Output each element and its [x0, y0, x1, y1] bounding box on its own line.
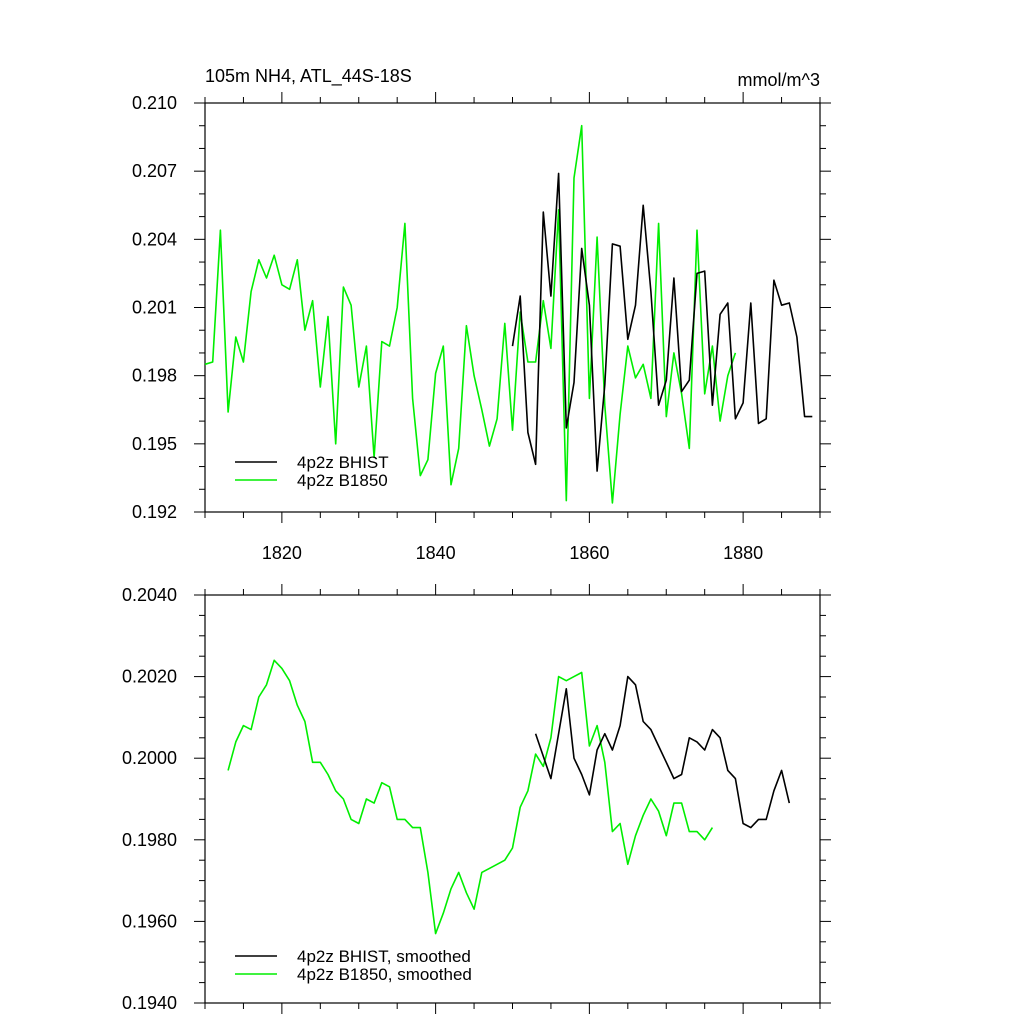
top-x-tick-label: 1880 — [723, 543, 763, 563]
bottom-series-b1850-line — [227, 659, 714, 935]
bottom-legend-label-b1850: 4p2z B1850, smoothed — [297, 965, 472, 984]
top-series-b1850-line — [204, 124, 737, 504]
top-x-tick-label: 1860 — [569, 543, 609, 563]
top-y-tick-label: 0.195 — [132, 434, 177, 454]
top-y-tick-label: 0.192 — [132, 502, 177, 522]
top-chart-title: 105m NH4, ATL_44S-18S — [205, 66, 412, 87]
top-panel: 105m NH4, ATL_44S-18S mmol/m^3 1820 1840 1… — [132, 66, 831, 563]
top-y-tick-label: 0.207 — [132, 161, 177, 181]
top-series-bhist-line — [511, 172, 813, 472]
bottom-y-tick-label: 0.2000 — [122, 748, 177, 768]
bottom-legend-label-bhist: 4p2z BHIST, smoothed — [297, 947, 471, 966]
top-y-tick-label: 0.204 — [132, 229, 177, 249]
bottom-y-tick-label: 0.2040 — [122, 585, 177, 605]
bottom-y-tick-label: 0.1960 — [122, 911, 177, 931]
bottom-plot-frame — [204, 594, 821, 1004]
bottom-panel: 0.1940 0.1960 0.1980 0.2000 0.2020 0.2040 4p2… — [122, 584, 831, 1014]
top-y-tick-label: 0.201 — [132, 298, 177, 318]
top-chart-units: mmol/m^3 — [738, 70, 820, 90]
top-y-tick-label: 0.198 — [132, 366, 177, 386]
top-y-tick-label: 0.210 — [132, 93, 177, 113]
top-x-tick-label: 1840 — [416, 543, 456, 563]
top-legend-label-bhist: 4p2z BHIST — [297, 453, 389, 472]
bottom-y-tick-label: 0.2020 — [122, 667, 177, 687]
bottom-y-tick-label: 0.1940 — [122, 993, 177, 1013]
top-x-tick-label: 1820 — [262, 543, 302, 563]
bottom-y-tick-label: 0.1980 — [122, 830, 177, 850]
top-legend-label-b1850: 4p2z B1850 — [297, 471, 388, 490]
bottom-series-bhist-line — [534, 675, 791, 829]
